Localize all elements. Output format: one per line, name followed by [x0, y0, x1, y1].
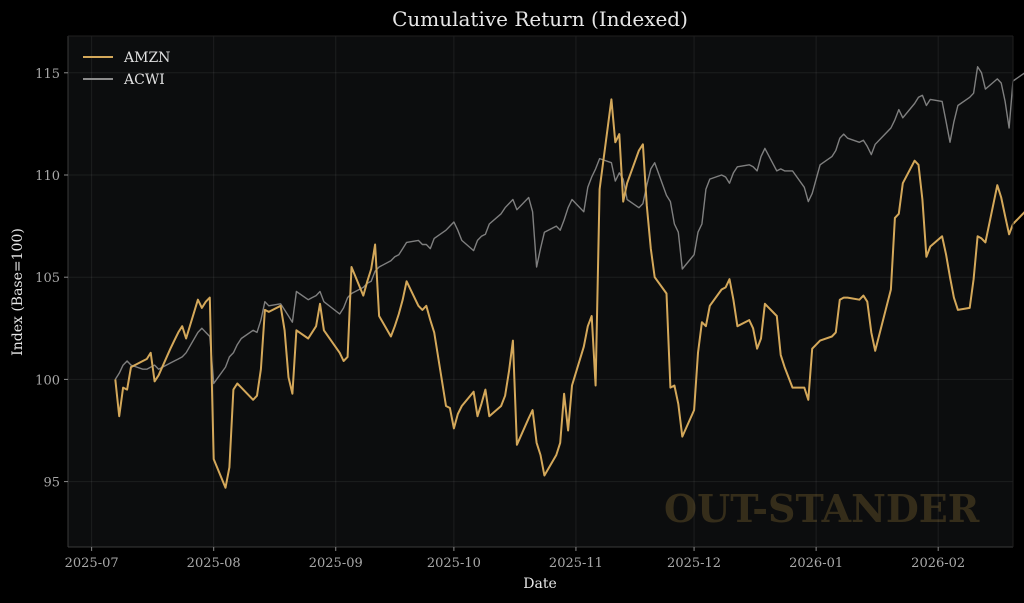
y-tick-label: 100: [35, 373, 60, 388]
legend-label-amzn: AMZN: [123, 50, 170, 66]
y-tick-label: 110: [35, 169, 60, 184]
series-line-amzn: [114, 98, 1024, 489]
x-axis-label: Date: [523, 576, 556, 592]
y-tick-label: 105: [35, 271, 60, 286]
y-axis-label: Index (Base=100): [10, 228, 26, 356]
x-tick-label: 2025-09: [309, 556, 363, 571]
watermark: OUT-STANDER: [664, 486, 980, 531]
plot-area: [68, 36, 1013, 547]
x-tick-label: 2025-08: [187, 556, 241, 571]
legend-label-acwi: ACWI: [123, 72, 165, 88]
series-line-acwi: [114, 66, 1024, 385]
x-tick-label: 2025-12: [667, 556, 721, 571]
y-tick-label: 95: [43, 476, 60, 491]
grid-lines: [68, 36, 1013, 547]
y-tick-label: 115: [35, 67, 60, 82]
x-tick-label: 2025-07: [65, 556, 119, 571]
axes: 2025-07 2025-08 2025-09 2025-10 2025-11 2025-…: [35, 35, 1014, 571]
chart-title: Cumulative Return (Indexed): [392, 7, 688, 31]
x-tick-label: 2025-11: [549, 556, 603, 571]
x-tick-label: 2026-01: [789, 556, 843, 571]
series-layer: [114, 66, 1024, 489]
x-tick-label: 2026-02: [911, 556, 965, 571]
legend: AMZN ACWI: [83, 50, 170, 88]
x-tick-label: 2025-10: [427, 556, 481, 571]
